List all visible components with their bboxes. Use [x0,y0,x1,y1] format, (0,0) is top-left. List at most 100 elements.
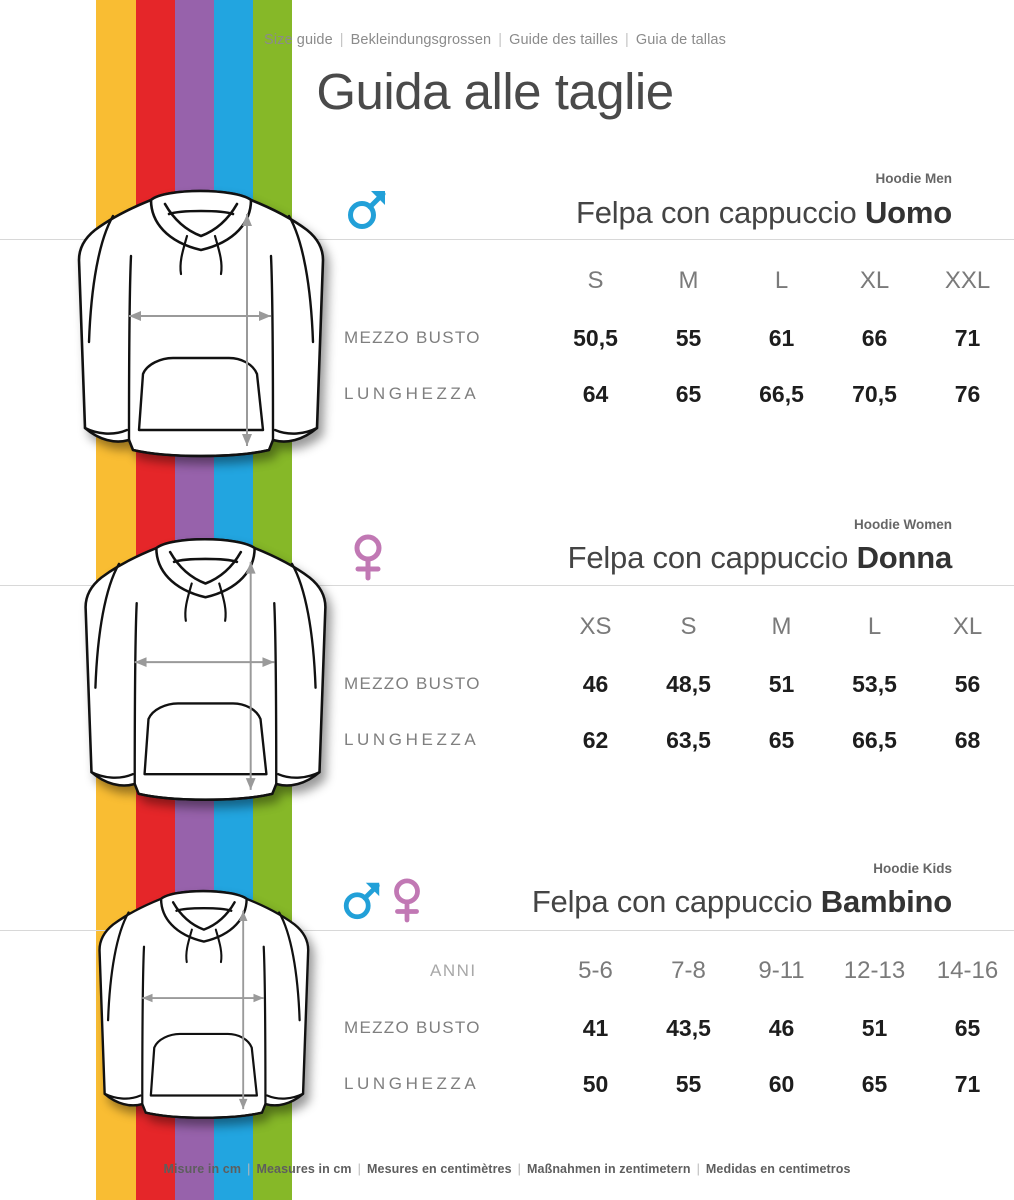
female-symbol-icon [354,534,382,581]
size-header: XL [859,267,890,294]
footer-es: Medidas en centimetros [705,1162,851,1176]
hoodie-svg-women [84,538,327,801]
footer-it: Misure in cm [163,1162,242,1176]
cell-value: 65 [954,1014,981,1041]
cell-value: 64 [582,380,609,407]
hoodie-svg-men [77,189,325,458]
gender-icons-men [344,186,390,232]
table-row: MEZZO BUSTO 50,5 55 61 66 71 [334,310,1014,366]
lang-sep-1: | [339,32,344,48]
hoodie-illustration-kids [68,880,338,1128]
language-line: Size guide | Bekleindungsgrossen | Guide des… [0,32,990,48]
table-header-row-women: XS S M L XL [334,598,1014,656]
size-header: 7-8 [671,957,706,984]
section-title-women: Felpa con cappuccio Donna [567,540,953,576]
cell-value: 65 [861,1070,888,1097]
cell-value: 43,5 [666,1014,711,1041]
cell-value: 55 [675,324,702,351]
size-header: L [774,267,789,294]
section-title-strong-women: Donna [856,540,953,575]
table-header-row-men: S M L XL XXL [334,252,1014,310]
section-title-strong-men: Uomo [864,195,952,230]
table-row: LUNGHEZZA 64 65 66,5 70,5 76 [334,366,1014,422]
cell-value: 66 [861,324,888,351]
row-label: MEZZO BUSTO [344,674,481,693]
footer-de: Maßnahmen in zentimetern [527,1162,691,1176]
hoodie-illustration-men [55,178,345,468]
cell-value: 60 [768,1070,795,1097]
units-label-women [334,598,549,656]
cell-value: 63,5 [666,726,711,753]
footer-en: Measures in cm [256,1162,352,1176]
lang-sep-2: | [498,32,503,48]
table-row: MEZZO BUSTO 41 43,5 46 51 65 [334,1000,1014,1056]
size-header: M [678,267,699,294]
section-title-men: Felpa con cappuccio Uomo [576,195,952,231]
cell-value: 41 [582,1014,609,1041]
size-table-kids: ANNI 5-6 7-8 9-11 12-13 14-16 MEZZO BUST… [334,942,1014,1112]
size-header: 5-6 [578,957,613,984]
footer-sep-3: | [517,1162,522,1176]
size-header: M [771,613,792,640]
cell-value: 50 [582,1070,609,1097]
cell-value: 68 [954,726,981,753]
hoodie-svg-kids [98,889,310,1119]
size-header: 14-16 [936,957,999,984]
lang-fr: Guide des tailles [509,32,618,48]
cell-value: 53,5 [852,670,897,697]
units-label-kids: ANNI [430,961,477,980]
lang-de: Bekleindungsgrossen [350,32,492,48]
cell-value: 76 [954,380,981,407]
lang-sep-3: | [624,32,629,48]
row-label: LUNGHEZZA [344,1074,480,1093]
cell-value: 56 [954,670,981,697]
divider-women [0,585,1014,586]
row-label: LUNGHEZZA [344,384,480,403]
footer-notes: Misure in cm | Measures in cm | Mesures en c… [0,1162,1014,1176]
page-title: Guida alle taglie [316,63,674,120]
table-header-row-kids: ANNI 5-6 7-8 9-11 12-13 14-16 [334,942,1014,1000]
table-row: MEZZO BUSTO 46 48,5 51 53,5 56 [334,656,1014,712]
cell-value: 48,5 [666,670,711,697]
cell-value: 65 [675,380,702,407]
size-header: L [867,613,882,640]
female-symbol-icon [394,878,420,923]
units-label-men [334,252,549,310]
section-sublabel-kids: Hoodie Kids [873,861,952,876]
section-sublabel-men: Hoodie Men [875,171,953,186]
footer-sep-1: | [247,1162,251,1176]
lang-en: Size guide [264,32,333,48]
table-row: LUNGHEZZA 62 63,5 65 66,5 68 [334,712,1014,768]
section-title-prefix-kids: Felpa con cappuccio [531,884,821,919]
section-title-prefix-men: Felpa con cappuccio [576,195,865,230]
row-label: LUNGHEZZA [344,730,480,749]
lang-es: Guia de tallas [635,32,726,48]
male-symbol-icon [343,882,380,920]
hoodie-illustration-women [62,524,347,814]
footer-fr: Mesures en centimètres [367,1162,512,1176]
size-header: XS [579,613,612,640]
cell-value: 46 [768,1014,795,1041]
cell-value: 65 [768,726,795,753]
cell-value: 71 [954,324,981,351]
section-title-prefix-women: Felpa con cappuccio [567,540,857,575]
size-header: 9-11 [758,957,805,984]
footer-sep-4: | [696,1162,700,1176]
footer-sep-2: | [357,1162,362,1176]
divider-men [0,239,1014,240]
cell-value: 51 [768,670,795,697]
gender-icons-women [346,533,390,581]
cell-value: 61 [768,324,795,351]
row-label: MEZZO BUSTO [344,328,481,347]
section-title-strong-kids: Bambino [820,884,952,919]
row-label: MEZZO BUSTO [344,1018,481,1037]
section-title-kids: Felpa con cappuccio Bambino [532,884,952,920]
cell-value: 46 [582,670,609,697]
male-symbol-icon [348,191,386,229]
cell-value: 51 [861,1014,888,1041]
cell-value: 66,5 [852,726,897,753]
size-header: XL [952,613,983,640]
cell-value: 66,5 [759,380,804,407]
cell-value: 70,5 [852,380,897,407]
